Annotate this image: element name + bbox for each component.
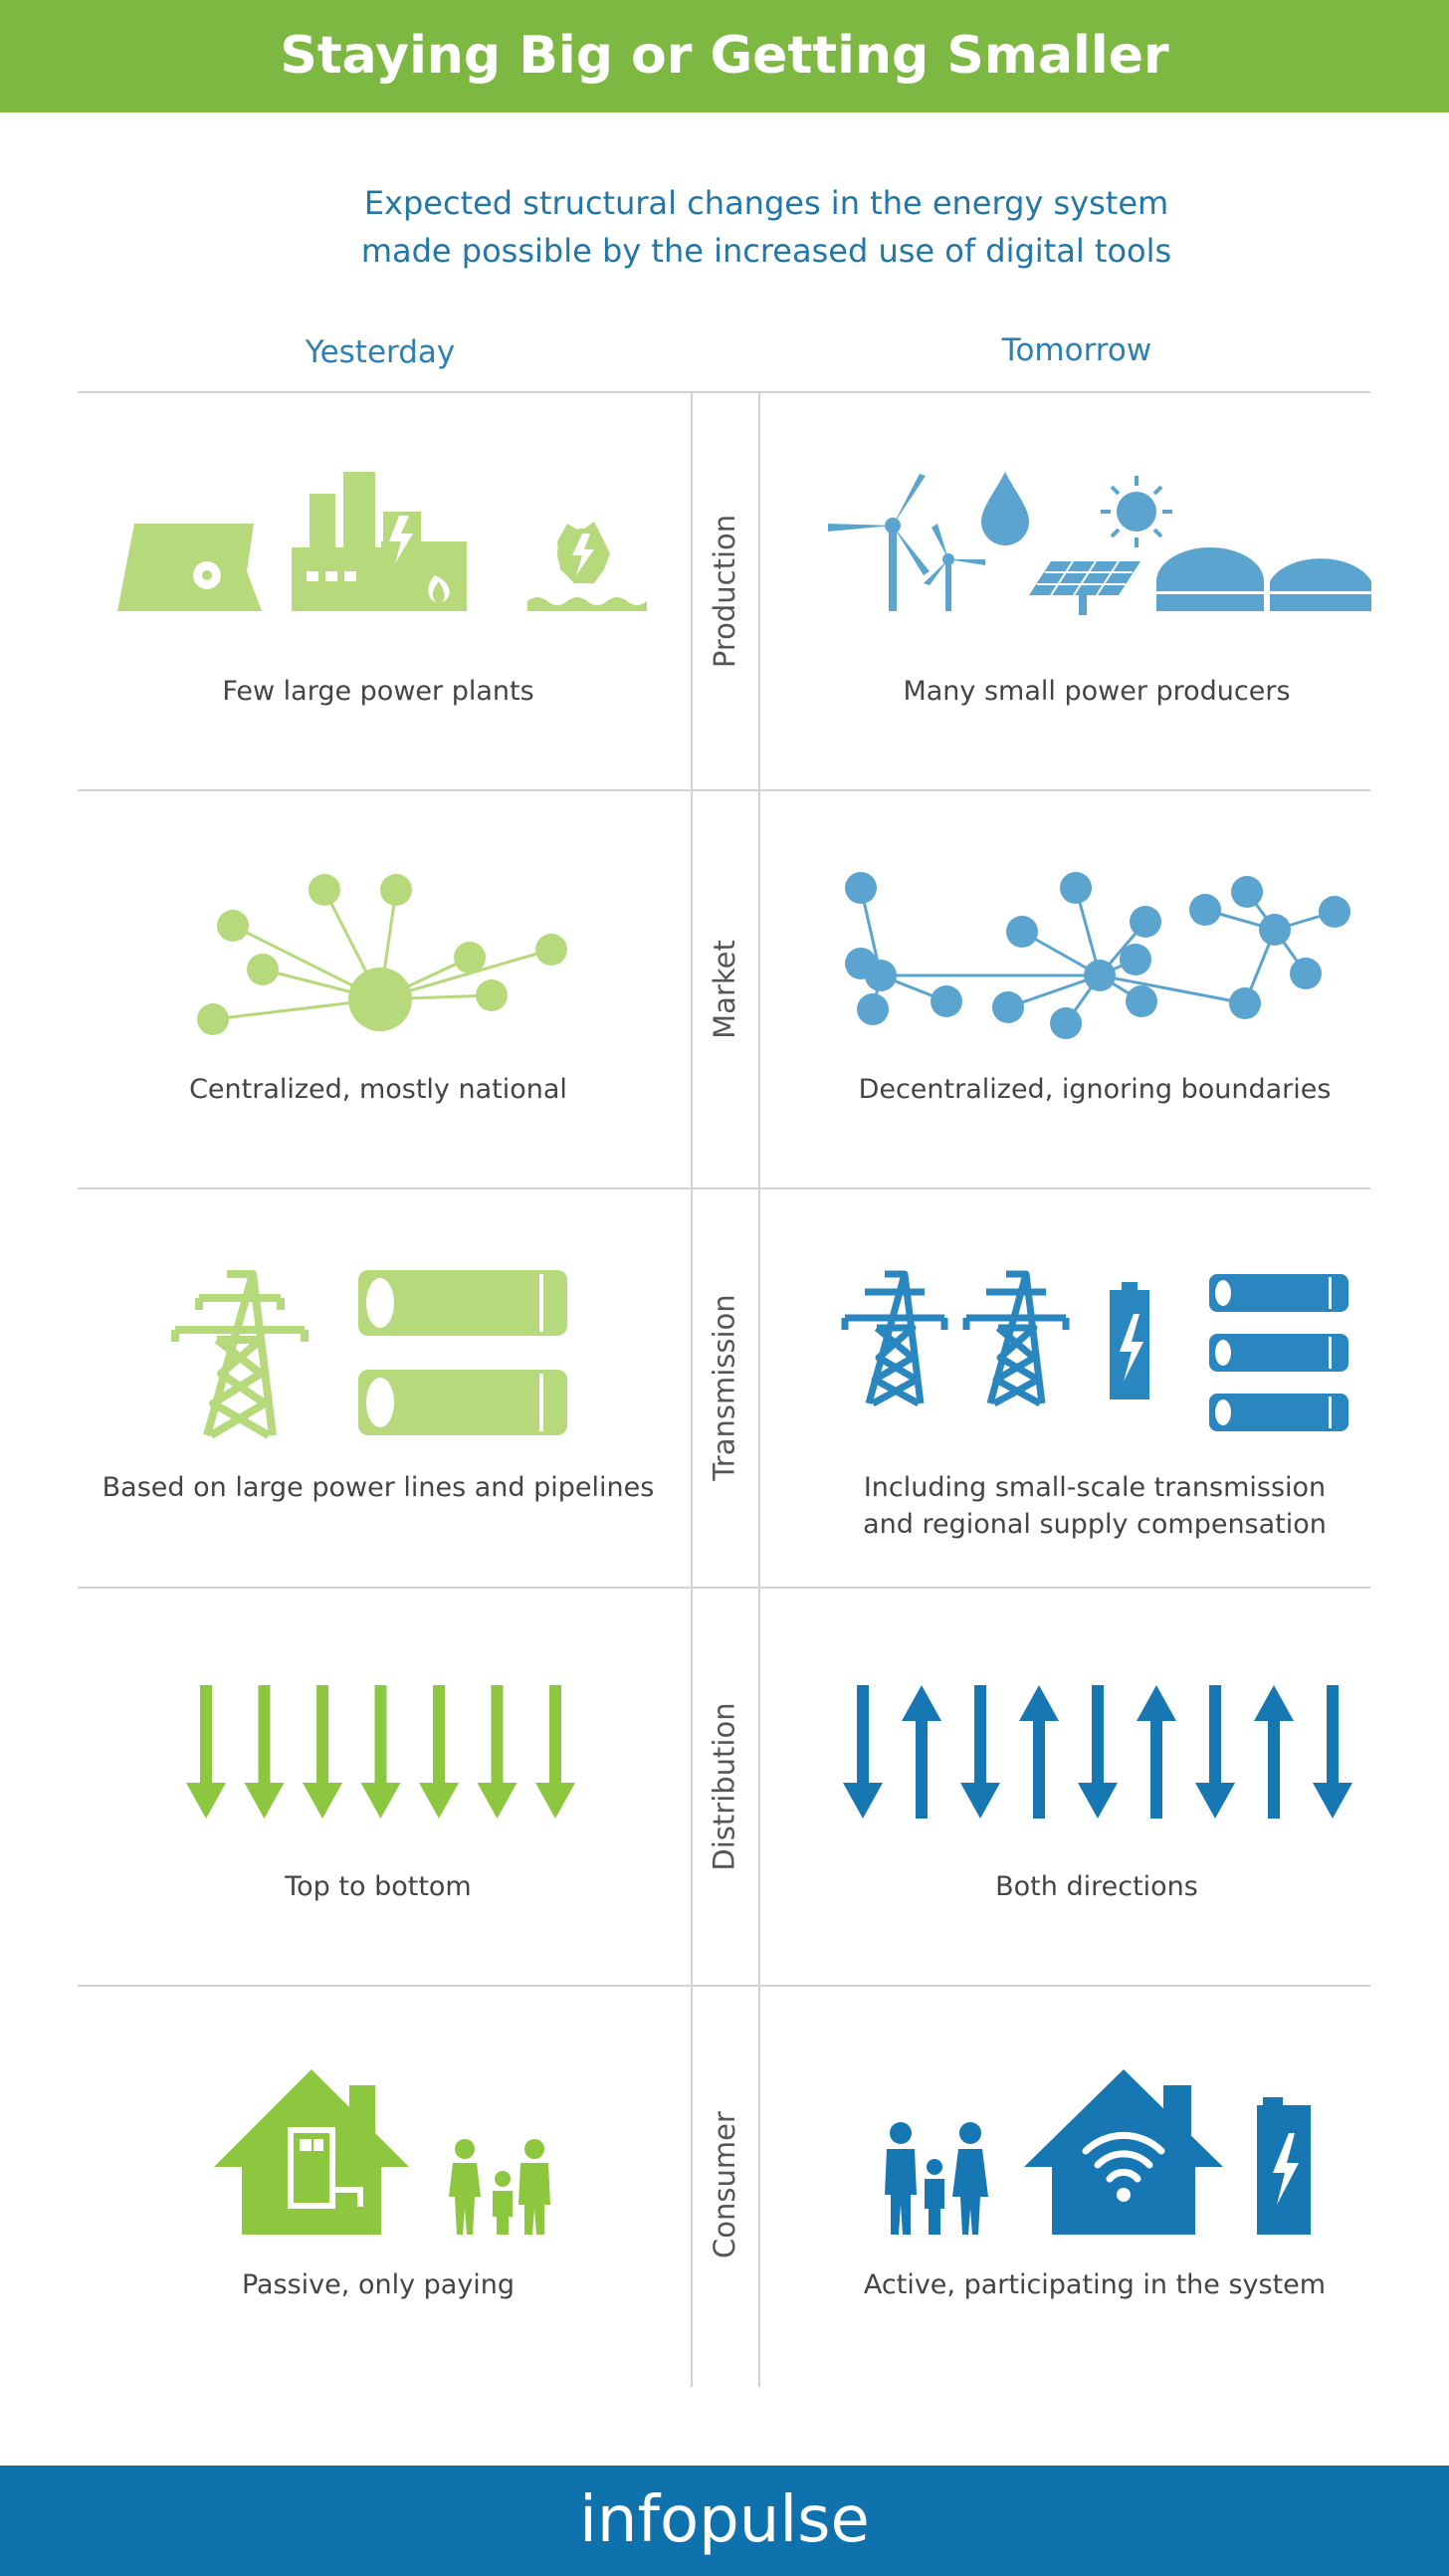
large-lines-pipelines-icon [171, 1270, 567, 1439]
yesterday-caption: Centralized, mostly national [189, 1074, 567, 1105]
decentralized-network-icon [845, 872, 1350, 1039]
column-divider [691, 391, 693, 2387]
yesterday-caption: Few large power plants [222, 676, 534, 707]
up-arrow-icon [1254, 1685, 1294, 1819]
divider [78, 1587, 1370, 1589]
divider [78, 1187, 1370, 1189]
row-production: Production [0, 392, 1449, 790]
divider [78, 391, 1370, 393]
up-arrow-icon [902, 1685, 941, 1819]
subtitle: Expected structural changes in the energ… [299, 179, 1234, 275]
up-arrow-icon [1019, 1685, 1059, 1819]
top-to-bottom-arrows-icon [186, 1685, 575, 1819]
tomorrow-caption: Both directions [995, 1871, 1198, 1902]
large-power-plants-icon [117, 472, 647, 611]
row-transmission: Transmission [0, 1188, 1449, 1587]
down-arrow-icon [960, 1685, 1000, 1819]
down-arrow-icon [419, 1685, 459, 1819]
page-title: Staying Big or Getting Smaller [0, 0, 1449, 112]
row-distribution: Distribution Top to bottom Both directio… [0, 1588, 1449, 1986]
down-arrow-icon [186, 1685, 226, 1819]
column-heading-yesterday: Yesterday [305, 334, 456, 370]
down-arrow-icon [843, 1685, 883, 1819]
small-power-producers-icon [828, 472, 1371, 615]
divider [78, 1985, 1370, 1987]
divider [78, 789, 1370, 791]
column-heading-tomorrow: Tomorrow [1001, 332, 1152, 368]
down-arrow-icon [535, 1685, 575, 1819]
passive-consumer-icon [214, 2069, 550, 2235]
category-label: Consumer [708, 2111, 741, 2258]
column-divider [758, 391, 760, 2387]
row-consumer: Consumer [0, 1986, 1449, 2384]
tomorrow-caption-line-2: and regional supply compensation [863, 1509, 1327, 1540]
both-directions-arrows-icon [843, 1685, 1352, 1819]
tomorrow-caption: Including small-scale transmission and r… [776, 1469, 1413, 1543]
tomorrow-caption: Decentralized, ignoring boundaries [858, 1074, 1332, 1105]
subtitle-line-1: Expected structural changes in the energ… [363, 184, 1169, 222]
up-arrow-icon [1137, 1685, 1176, 1819]
yesterday-caption: Based on large power lines and pipelines [102, 1472, 655, 1503]
down-arrow-icon [1078, 1685, 1118, 1819]
down-arrow-icon [303, 1685, 342, 1819]
category-label: Market [708, 940, 741, 1039]
down-arrow-icon [1313, 1685, 1352, 1819]
down-arrow-icon [360, 1685, 401, 1819]
tomorrow-caption: Many small power producers [903, 676, 1291, 707]
category-label: Distribution [708, 1702, 741, 1871]
down-arrow-icon [244, 1685, 285, 1819]
tomorrow-caption-line-1: Including small-scale transmission [863, 1472, 1327, 1503]
category-label: Production [708, 514, 742, 669]
down-arrow-icon [1195, 1685, 1235, 1819]
yesterday-caption: Top to bottom [285, 1871, 472, 1902]
row-market: Market [0, 790, 1449, 1188]
small-scale-transmission-icon [841, 1270, 1348, 1431]
down-arrow-icon [477, 1685, 518, 1819]
tomorrow-caption: Active, participating in the system [863, 2269, 1327, 2300]
centralized-network-icon [197, 874, 567, 1035]
category-label: Transmission [708, 1294, 741, 1481]
yesterday-caption: Passive, only paying [241, 2269, 516, 2300]
infopulse-logo: infopulse [0, 2466, 1449, 2576]
active-consumer-icon [885, 2069, 1311, 2235]
subtitle-line-2: made possible by the increased use of di… [360, 232, 1172, 270]
